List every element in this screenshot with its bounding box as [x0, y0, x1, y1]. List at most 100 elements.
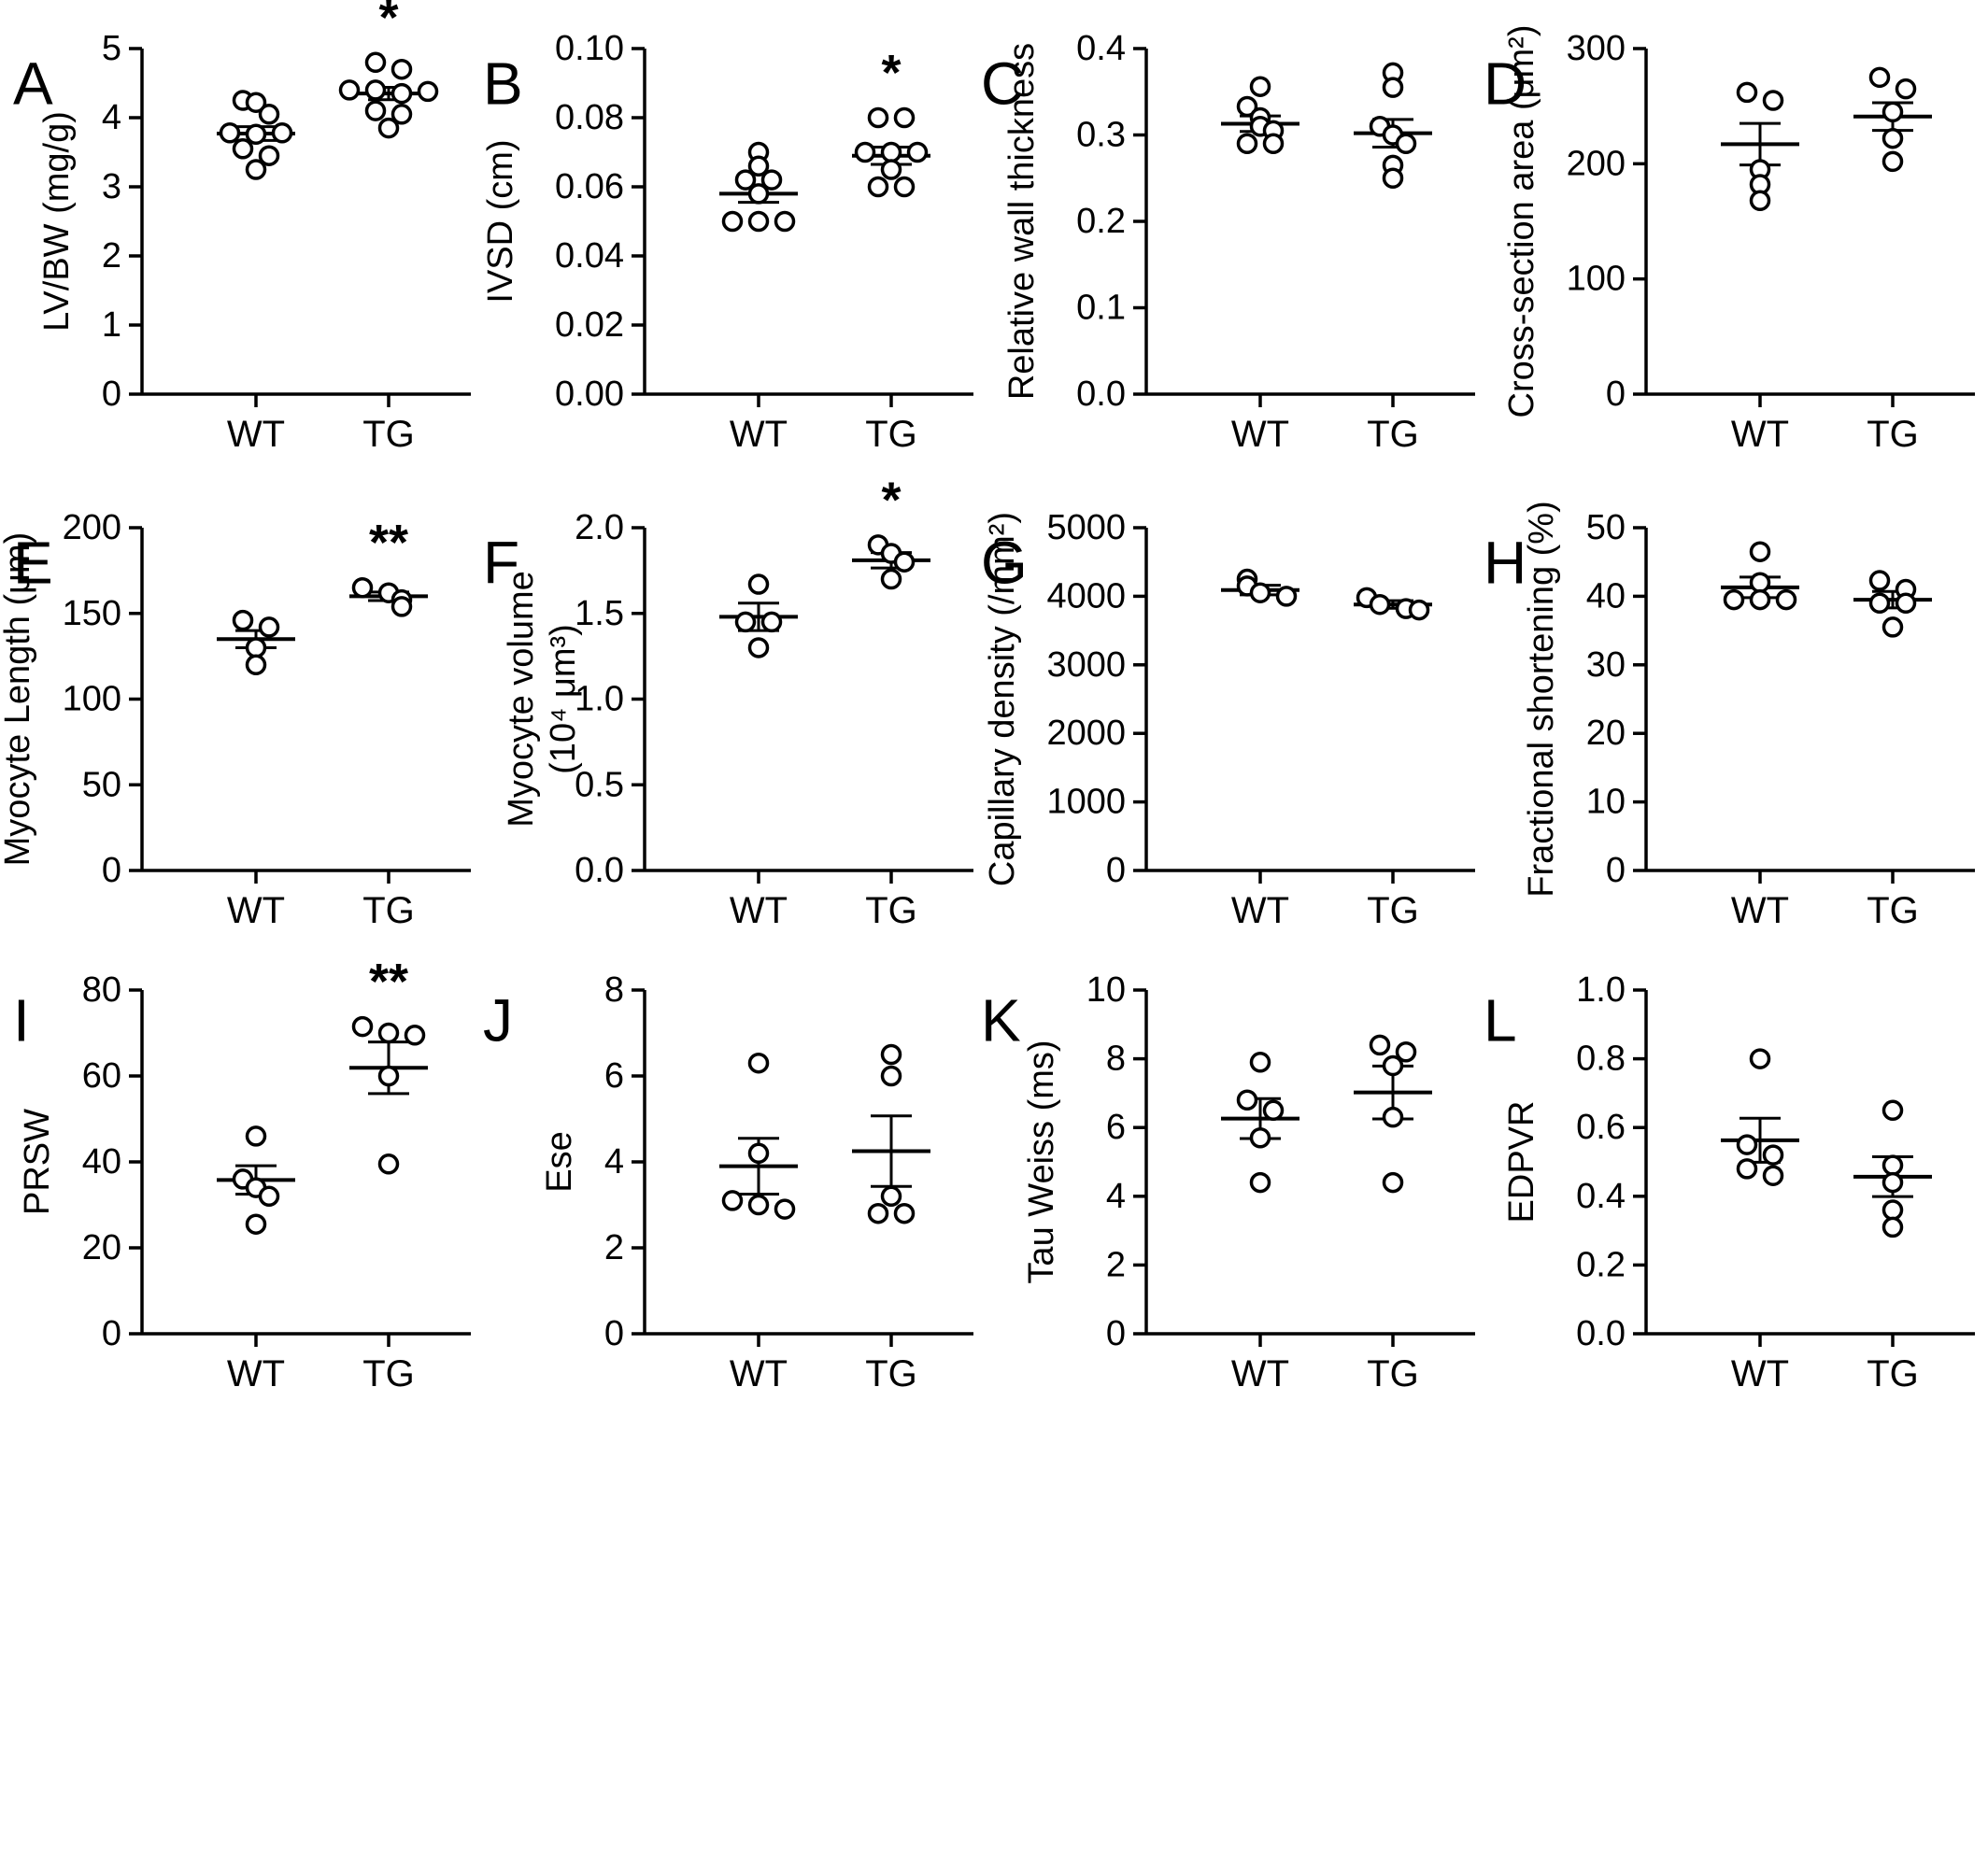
y-axis-title: Myocyte volume: [502, 571, 541, 828]
x-tick-label-wt: WT: [227, 890, 285, 931]
y-tick-label: 0.08: [555, 98, 624, 137]
panel-g: G 0 1000 2000 3000 4000 5000 WT TG Capillary dens…: [981, 508, 1475, 931]
panel-b: B 0.00 0.02 0.04 0.06 0.08 0.10 WT TG IVSD (cm) *: [481, 29, 973, 455]
y-tick-label: 8: [1106, 1040, 1126, 1079]
x-tick-label-wt: WT: [1231, 1353, 1289, 1394]
group-tg: [349, 1015, 428, 1175]
data-point: [1736, 81, 1758, 104]
panel-letter: E: [13, 529, 53, 596]
data-point: [1382, 1106, 1404, 1128]
panel-i: I 0 20 40 60 80 WT TG PRSW **: [13, 954, 471, 1394]
data-point: [404, 1025, 426, 1046]
y-tick-label: 0.00: [555, 375, 624, 414]
data-point: [1249, 76, 1271, 97]
data-point: [1882, 1216, 1904, 1238]
data-point: [390, 104, 413, 125]
x-tick-label-tg: TG: [865, 414, 917, 455]
x-tick-label-wt: WT: [1231, 890, 1289, 931]
panel-letter: F: [483, 529, 519, 596]
data-point: [377, 1153, 400, 1175]
data-point: [390, 82, 413, 105]
panel-letter: J: [483, 986, 513, 1054]
data-point: [1262, 1099, 1285, 1122]
data-point: [1408, 599, 1430, 621]
y-tick-label: 0.1: [1076, 289, 1126, 328]
data-point: [1749, 572, 1771, 593]
y-tick-label: 2: [604, 1228, 624, 1267]
data-point: [880, 1185, 902, 1208]
group-tg: [1354, 62, 1432, 189]
data-point: [1868, 592, 1891, 614]
panel-k: K 0 2 4 6 8 10 WT TG Tau Weiss (ms): [981, 970, 1475, 1394]
data-point: [867, 176, 889, 198]
y-tick-label: 1.0: [1576, 970, 1626, 1010]
data-point: [390, 596, 413, 617]
data-point: [893, 176, 916, 198]
significance-marker: **: [369, 515, 408, 571]
group-wt: [1221, 76, 1299, 154]
y-tick-label: 1.5: [575, 594, 624, 633]
data-point: [774, 210, 796, 233]
group-tg: [852, 106, 930, 198]
group-wt: [719, 141, 798, 233]
data-point: [390, 58, 413, 80]
data-point: [760, 611, 783, 633]
data-point: [893, 106, 916, 129]
group-tg: [852, 534, 930, 590]
data-point: [245, 123, 267, 146]
y-tick-label: 0.8: [1576, 1040, 1626, 1079]
data-point: [1895, 78, 1917, 100]
data-point: [1369, 593, 1391, 616]
data-point: [1236, 95, 1258, 118]
y-axis-title: Capillary density (/mm²): [983, 512, 1022, 886]
data-point: [1762, 1144, 1784, 1166]
y-tick-label: 0.3: [1076, 116, 1126, 155]
data-point: [1882, 101, 1904, 123]
y-tick-label: 100: [63, 680, 121, 719]
y-tick-label: 20: [82, 1228, 121, 1267]
y-axis-title: EDPVR: [1502, 1101, 1541, 1224]
x-tick-label-wt: WT: [227, 1353, 285, 1394]
group-wt: [1721, 541, 1799, 611]
data-point: [1236, 133, 1258, 154]
y-tick-label: 0.5: [575, 765, 624, 804]
data-point: [1382, 1171, 1404, 1194]
y-tick-label: 0: [1606, 375, 1626, 414]
data-point: [1382, 1054, 1404, 1077]
data-point: [377, 1022, 400, 1044]
x-tick-label-tg: TG: [1367, 890, 1419, 931]
y-tick-label: 6: [604, 1056, 624, 1096]
panel-h: H 0 10 20 30 40 50 WT TG Fractional shortening (%…: [1484, 501, 1975, 931]
data-point: [1249, 1171, 1271, 1194]
y-tick-label: 5: [102, 29, 121, 68]
data-point: [747, 1052, 770, 1074]
panel-letter: K: [981, 986, 1021, 1054]
significance-marker: **: [369, 954, 408, 1010]
data-point: [351, 576, 374, 599]
data-point: [245, 159, 267, 180]
significance-marker: *: [881, 45, 901, 101]
data-point: [1736, 1158, 1758, 1180]
y-tick-label: 2: [1106, 1245, 1126, 1284]
y-tick-label: 40: [1586, 576, 1626, 616]
significance-marker: *: [881, 472, 901, 528]
data-point: [1262, 133, 1285, 154]
data-point: [377, 1065, 400, 1087]
x-tick-label-wt: WT: [227, 414, 285, 455]
data-point: [364, 51, 387, 74]
data-point: [1382, 77, 1404, 98]
data-point: [271, 122, 293, 144]
y-axis-title: LV/BW (mg/g): [37, 111, 77, 332]
data-point: [774, 1198, 796, 1220]
panel-f: F 0.0 0.5 1.0 1.5 2.0 WT TG Myocyte volume (10⁴ μ…: [483, 472, 973, 931]
data-point: [1882, 127, 1904, 149]
y-axis-title: Myocyte Length (μm): [0, 532, 37, 867]
data-point: [760, 169, 783, 191]
y-tick-label: 50: [1586, 508, 1626, 547]
data-point: [1882, 150, 1904, 173]
y-tick-label: 150: [63, 594, 121, 633]
group-wt: [217, 1125, 295, 1235]
group-tg: [1853, 570, 1932, 638]
group-wt: [1221, 568, 1299, 607]
group-tg: [1853, 66, 1932, 173]
